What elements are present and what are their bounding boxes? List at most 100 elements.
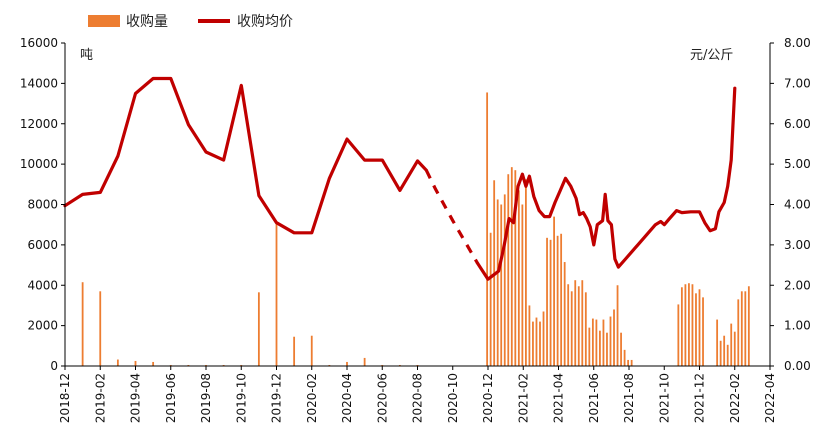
left-axis-tick-label: 14000: [20, 76, 58, 90]
bar: [398, 364, 401, 366]
bar: [577, 286, 580, 366]
left-axis-tick-label: 6000: [27, 238, 58, 252]
bar: [737, 299, 740, 366]
bar: [581, 280, 584, 366]
right-axis-tick-label: 4.00: [784, 198, 811, 212]
bar: [595, 319, 598, 366]
bar: [416, 364, 419, 366]
right-axis-tick-label: 1.00: [784, 319, 811, 333]
bar: [81, 282, 84, 366]
bar: [588, 327, 591, 366]
bar: [630, 359, 633, 366]
bar: [134, 360, 137, 366]
bar: [99, 291, 102, 366]
bar: [240, 364, 243, 366]
bar: [507, 174, 510, 366]
bar: [602, 319, 605, 366]
bar: [517, 190, 520, 366]
bar: [187, 364, 190, 366]
bar: [222, 364, 225, 366]
line-segment-solid: [475, 86, 737, 281]
bar: [684, 284, 687, 366]
x-axis-tick-label: 2020-12: [481, 373, 495, 423]
bar: [556, 235, 559, 366]
x-axis-tick-label: 2021-02: [516, 373, 530, 423]
bar: [730, 323, 733, 366]
bar: [293, 336, 296, 366]
bar: [680, 287, 683, 366]
bar: [116, 359, 119, 366]
bar: [310, 335, 313, 366]
left-axis-tick-label: 2000: [27, 319, 58, 333]
left-axis-tick-label: 8000: [27, 198, 58, 212]
bar: [719, 340, 722, 366]
bar: [695, 293, 697, 366]
bar: [532, 321, 534, 366]
bar: [528, 305, 531, 366]
bar: [563, 262, 566, 366]
right-axis-unit: 元/公斤: [690, 48, 733, 63]
bar: [609, 316, 612, 366]
left-axis-tick-label: 12000: [20, 117, 58, 131]
bar: [257, 292, 260, 366]
left-axis-tick-label: 16000: [20, 36, 58, 50]
x-axis-tick-label: 2021-04: [552, 373, 566, 423]
x-axis-tick-label: 2021-06: [587, 373, 601, 423]
left-axis-tick-label: 10000: [20, 157, 58, 171]
bar: [606, 332, 608, 366]
bar: [535, 317, 538, 366]
x-axis-tick-label: 2019-12: [270, 373, 284, 423]
line-segment-dashed: [424, 169, 479, 264]
bar: [726, 344, 729, 366]
bar: [716, 319, 719, 366]
bar: [169, 364, 172, 366]
bar: [567, 284, 570, 366]
bar: [152, 361, 155, 366]
bar: [510, 167, 513, 366]
bar: [584, 292, 587, 366]
bar: [677, 304, 680, 366]
bar: [747, 286, 750, 366]
left-axis-tick-label: 0: [50, 359, 58, 373]
x-axis-tick-label: 2020-10: [446, 373, 460, 423]
bar: [570, 291, 573, 366]
bar: [524, 179, 527, 366]
x-axis-tick-label: 2018-12: [58, 373, 72, 423]
bar: [616, 285, 619, 366]
legend-swatch-bar: [88, 15, 120, 27]
bar: [599, 330, 601, 366]
left-axis-tick-label: 4000: [27, 278, 58, 292]
x-axis-tick-label: 2020-04: [340, 373, 354, 423]
bar: [627, 359, 630, 366]
right-axis-tick-label: 2.00: [784, 278, 811, 292]
bar: [275, 223, 278, 366]
bar: [486, 92, 489, 366]
bar: [489, 232, 492, 366]
bar: [733, 331, 736, 366]
bar: [744, 291, 747, 366]
bar: [560, 233, 563, 366]
x-axis-tick-label: 2019-02: [93, 373, 107, 423]
bar: [702, 297, 704, 366]
x-axis-tick-label: 2019-10: [234, 373, 248, 423]
axis-layer: 0 2000 4000 6000 8000 10000 12000 14000 16000 0.0…: [20, 36, 811, 423]
x-axis-tick-label: 2020-02: [305, 373, 319, 423]
bar: [574, 280, 577, 366]
x-axis-tick-label: 2019-04: [129, 373, 143, 423]
right-axis-tick-label: 8.00: [784, 36, 811, 50]
x-axis-tick-label: 2021-10: [657, 373, 671, 423]
right-axis-tick-label: 0.00: [784, 359, 811, 373]
bar: [549, 239, 552, 366]
x-axis-tick-label: 2022-04: [763, 373, 777, 423]
bar: [620, 332, 622, 366]
x-axis-tick-label: 2019-06: [164, 373, 178, 423]
bar: [542, 311, 545, 366]
bar: [539, 321, 541, 366]
bar: [346, 361, 348, 366]
bar: [514, 170, 517, 366]
x-axis-tick-label: 2022-02: [728, 373, 742, 423]
bar: [553, 216, 555, 366]
right-axis-tick-label: 3.00: [784, 238, 811, 252]
